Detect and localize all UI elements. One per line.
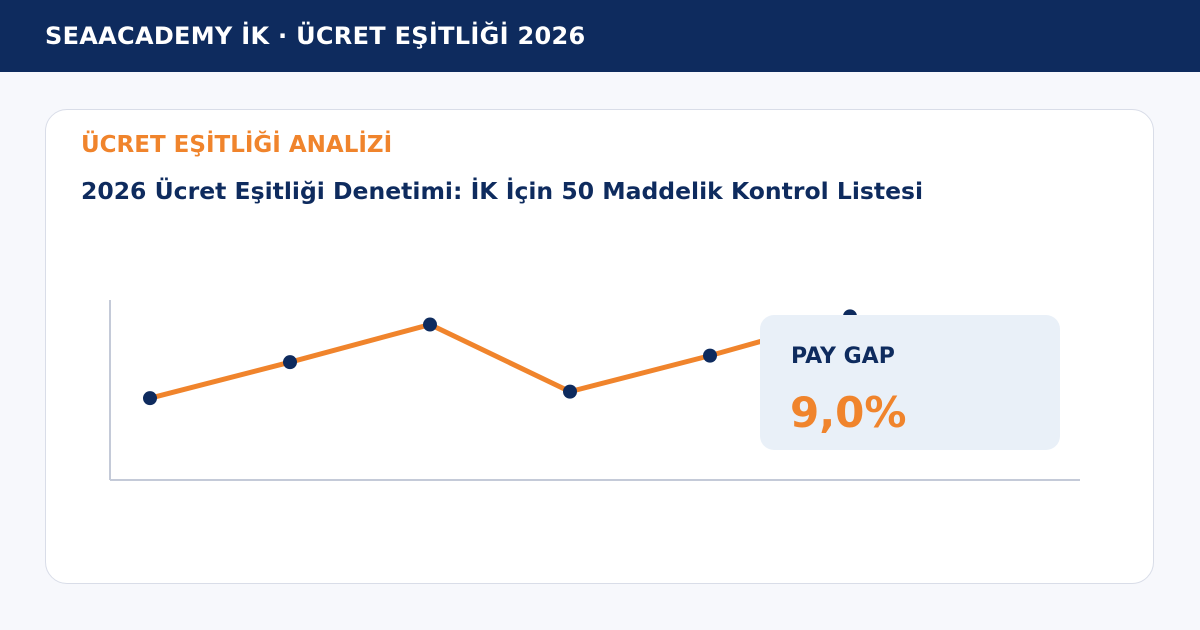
top-header-bar: SEAACADEMY İK · ÜCRET EŞİTLİĞİ 2026 [0, 0, 1200, 72]
section-eyebrow: ÜCRET EŞİTLİĞİ ANALİZİ [81, 132, 393, 158]
pay-gap-value: 9,0% [790, 388, 907, 437]
header-title: SEAACADEMY İK · ÜCRET EŞİTLİĞİ 2026 [45, 22, 586, 50]
pay-gap-stat-box: PAY GAP 9,0% [760, 315, 1060, 450]
pay-gap-label: PAY GAP [791, 344, 895, 369]
article-headline: 2026 Ücret Eşitliği Denetimi: İK İçin 50… [81, 177, 924, 205]
